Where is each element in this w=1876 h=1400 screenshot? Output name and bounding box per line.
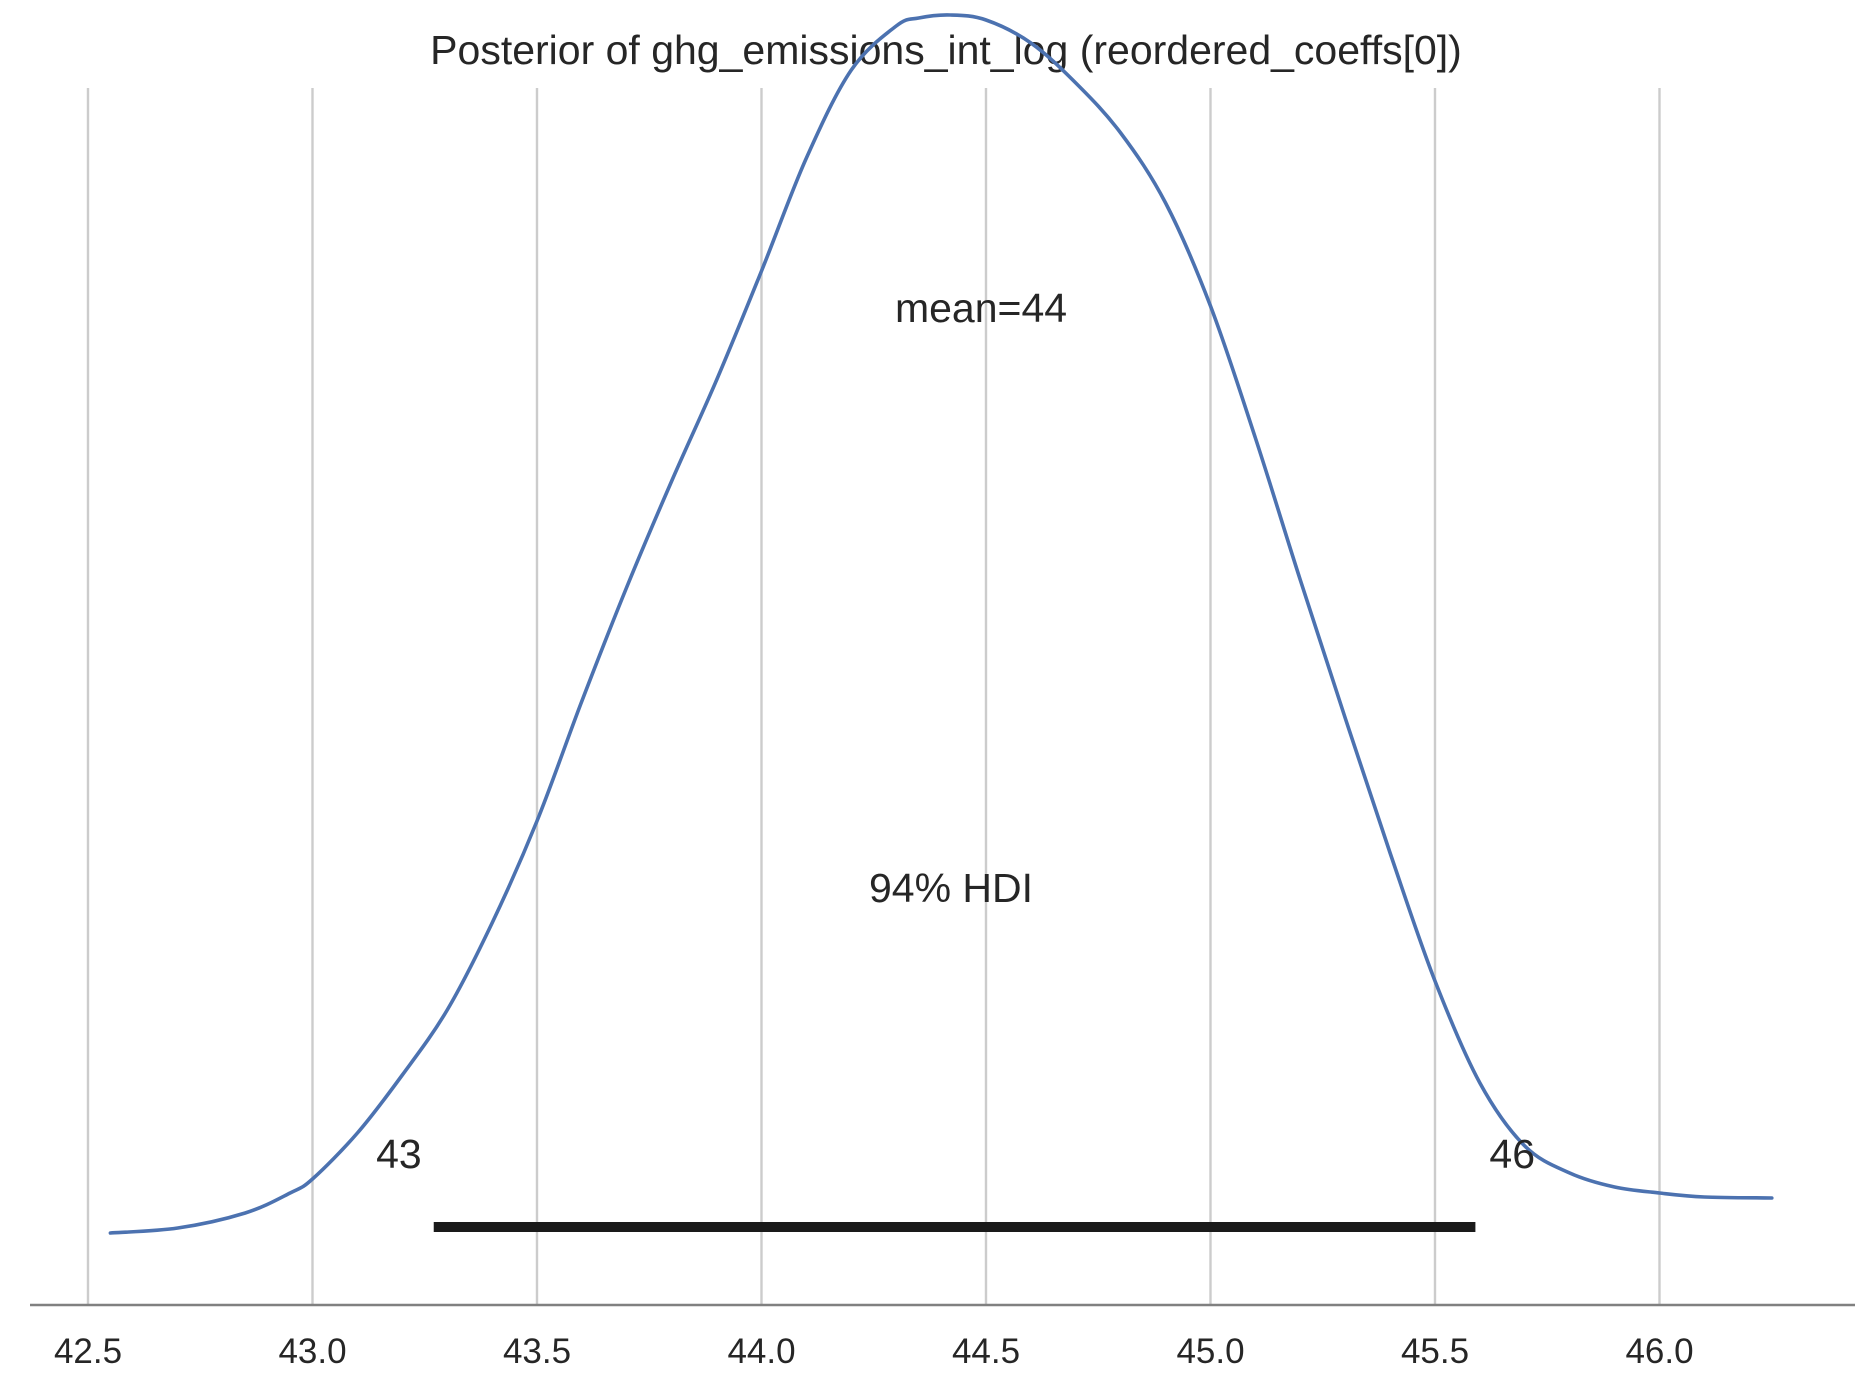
x-tick-label: 45.0: [1176, 1332, 1244, 1371]
mean-label: mean=44: [895, 285, 1067, 331]
x-tick-label: 44.5: [952, 1332, 1020, 1371]
chart-title: Posterior of ghg_emissions_int_log (reor…: [430, 27, 1462, 73]
x-tick-label: 44.0: [727, 1332, 795, 1371]
vertical-gridlines: [86, 88, 1661, 1305]
x-tick-label: 46.0: [1625, 1332, 1693, 1371]
x-tick-label: 45.5: [1401, 1332, 1469, 1371]
hdi-label: 94% HDI: [869, 865, 1033, 911]
x-tick-label: 43.0: [278, 1332, 346, 1371]
x-tick-label: 42.5: [54, 1332, 122, 1371]
x-tick-label: 43.5: [503, 1332, 571, 1371]
hdi-low-label: 43: [376, 1131, 422, 1177]
hdi-high-label: 46: [1489, 1131, 1535, 1177]
x-axis-ticks: 42.5 43.0 43.5 44.0 44.5 45.0 45.5 46.0: [54, 1332, 1694, 1371]
density-curve: [108, 13, 1774, 1235]
